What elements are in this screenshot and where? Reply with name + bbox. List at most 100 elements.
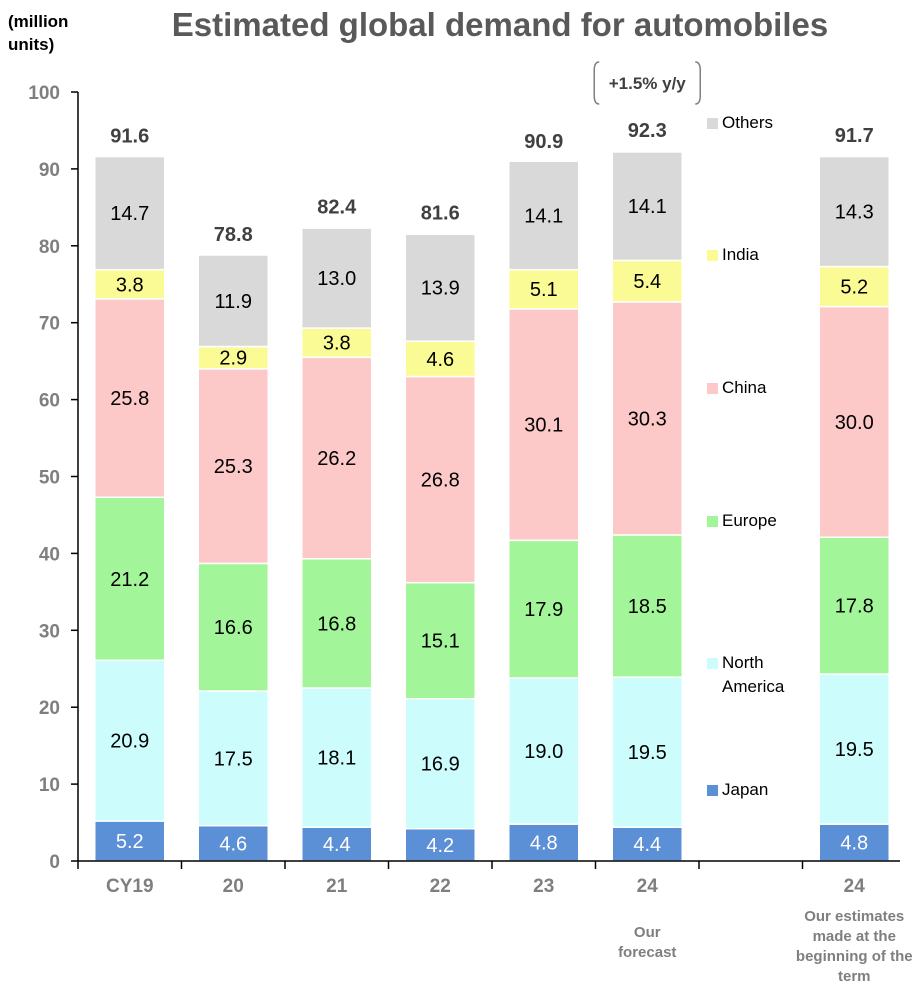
segment-value-label: 16.8 bbox=[317, 613, 356, 635]
bar-segment-others bbox=[94, 155, 166, 271]
segment-value-label: 26.8 bbox=[421, 470, 460, 492]
bar-segment-japan bbox=[611, 826, 683, 862]
segment-value-label: 19.5 bbox=[835, 739, 874, 761]
y-tick-label: 20 bbox=[39, 698, 60, 719]
bar-total-label: 78.8 bbox=[214, 224, 253, 246]
legend-label: Europe bbox=[722, 511, 777, 530]
segment-value-label: 4.6 bbox=[219, 833, 247, 855]
segment-value-label: 19.5 bbox=[628, 742, 667, 764]
segment-value-label: 30.3 bbox=[628, 408, 667, 430]
x-category-note: Our bbox=[634, 924, 661, 941]
legend-label: America bbox=[722, 677, 785, 696]
bar-total-label: 92.3 bbox=[628, 120, 667, 142]
x-category-label: CY19 bbox=[106, 876, 154, 897]
bar-segment-north-america bbox=[301, 687, 373, 828]
y-tick-label: 70 bbox=[39, 314, 60, 335]
x-category-label: 21 bbox=[326, 876, 348, 897]
segment-value-label: 14.7 bbox=[110, 203, 149, 225]
segment-value-label: 19.0 bbox=[524, 741, 563, 763]
bar-segment-north-america bbox=[404, 697, 476, 830]
bar-segment-north-america bbox=[508, 677, 580, 825]
segment-value-label: 20.9 bbox=[110, 731, 149, 753]
bar-segment-china bbox=[301, 356, 373, 560]
bar-segment-india bbox=[818, 265, 890, 308]
segment-value-label: 5.2 bbox=[116, 831, 144, 853]
legend-label: North bbox=[722, 653, 764, 672]
bar-segment-europe bbox=[301, 558, 373, 689]
segment-value-label: 18.5 bbox=[628, 596, 667, 618]
legend-swatch bbox=[707, 785, 718, 796]
unit-label-line-2: units) bbox=[8, 35, 54, 54]
segment-value-label: 18.1 bbox=[317, 748, 356, 770]
bar-total-label: 82.4 bbox=[317, 196, 357, 218]
legend-label: China bbox=[722, 378, 767, 397]
legend-group: Japan North America Europe China India Others bbox=[707, 113, 785, 799]
x-category-label: 22 bbox=[430, 876, 451, 897]
legend-label: Others bbox=[722, 113, 773, 132]
segment-value-label: 13.9 bbox=[421, 278, 460, 300]
legend-swatch bbox=[707, 250, 718, 261]
x-axis-group: CY19 20 21 22 23 24 Our forecast 24 Our estimates… bbox=[77, 860, 912, 985]
bar-total-label: 81.6 bbox=[421, 202, 460, 224]
x-category-label: 24 bbox=[637, 876, 659, 897]
bar-segment-north-america bbox=[197, 690, 269, 827]
bar-segment-japan bbox=[404, 827, 476, 862]
x-category-label: 20 bbox=[223, 876, 244, 897]
unit-label-line-1: (million bbox=[8, 12, 68, 31]
bar-segment-others bbox=[611, 151, 683, 262]
bar-segment-north-america bbox=[818, 673, 890, 825]
segment-value-label: 4.6 bbox=[426, 349, 454, 371]
segment-value-label: 21.2 bbox=[110, 569, 149, 591]
segment-value-label: 4.8 bbox=[530, 833, 558, 855]
segment-value-label: 13.0 bbox=[317, 268, 356, 290]
bar-segment-india bbox=[611, 259, 683, 303]
segment-value-label: 5.1 bbox=[530, 279, 558, 301]
chart-title: Estimated global demand for automobiles bbox=[172, 6, 828, 43]
segment-value-label: 25.3 bbox=[214, 456, 253, 478]
bar-segment-others bbox=[508, 160, 580, 271]
bar-segment-europe bbox=[508, 539, 580, 679]
segment-value-label: 4.4 bbox=[633, 834, 661, 856]
segment-value-label: 4.4 bbox=[323, 834, 351, 856]
y-tick-label: 80 bbox=[39, 237, 60, 258]
segment-value-label: 2.9 bbox=[219, 348, 247, 370]
segment-value-label: 30.1 bbox=[524, 415, 563, 437]
x-category-note: beginning of the bbox=[796, 948, 912, 965]
legend-label: Japan bbox=[722, 780, 768, 799]
bar-segment-europe bbox=[404, 581, 476, 700]
bar-segment-others bbox=[404, 233, 476, 342]
bar-total-label: 90.9 bbox=[524, 131, 563, 153]
y-tick-label: 30 bbox=[39, 621, 60, 642]
bar-segment-japan bbox=[301, 826, 373, 862]
legend-swatch bbox=[707, 383, 718, 394]
bar-segment-india bbox=[508, 268, 580, 310]
segment-value-label: 17.9 bbox=[524, 599, 563, 621]
x-category-label: 24 bbox=[844, 876, 866, 897]
segment-value-label: 26.2 bbox=[317, 448, 356, 470]
x-category-note: term bbox=[838, 968, 871, 985]
x-category-label: 23 bbox=[533, 876, 554, 897]
legend-swatch bbox=[707, 118, 718, 129]
legend-label: India bbox=[722, 245, 759, 264]
segment-value-label: 11.9 bbox=[215, 291, 252, 313]
bar-segment-india bbox=[94, 268, 166, 300]
segment-value-label: 14.3 bbox=[835, 202, 874, 224]
segment-value-label: 17.5 bbox=[214, 748, 253, 770]
segment-value-label: 30.0 bbox=[835, 412, 874, 434]
segment-value-label: 4.2 bbox=[426, 835, 454, 857]
segment-value-label: 16.9 bbox=[421, 754, 460, 776]
bar-segment-china bbox=[404, 375, 476, 584]
annotation-bracket-left bbox=[593, 61, 600, 105]
bar-segment-europe bbox=[611, 534, 683, 678]
bar-segment-china bbox=[197, 368, 269, 565]
bar-segment-others bbox=[197, 254, 269, 348]
segment-value-label: 25.8 bbox=[110, 388, 149, 410]
growth-annotation-label: +1.5% y/y bbox=[609, 74, 687, 93]
legend-swatch bbox=[707, 516, 718, 527]
bar-segment-japan bbox=[94, 820, 166, 862]
bar-segment-europe bbox=[818, 536, 890, 675]
x-category-note: Our estimates bbox=[804, 908, 904, 925]
bar-segment-japan bbox=[197, 824, 269, 862]
bar-total-label: 91.6 bbox=[110, 126, 149, 148]
